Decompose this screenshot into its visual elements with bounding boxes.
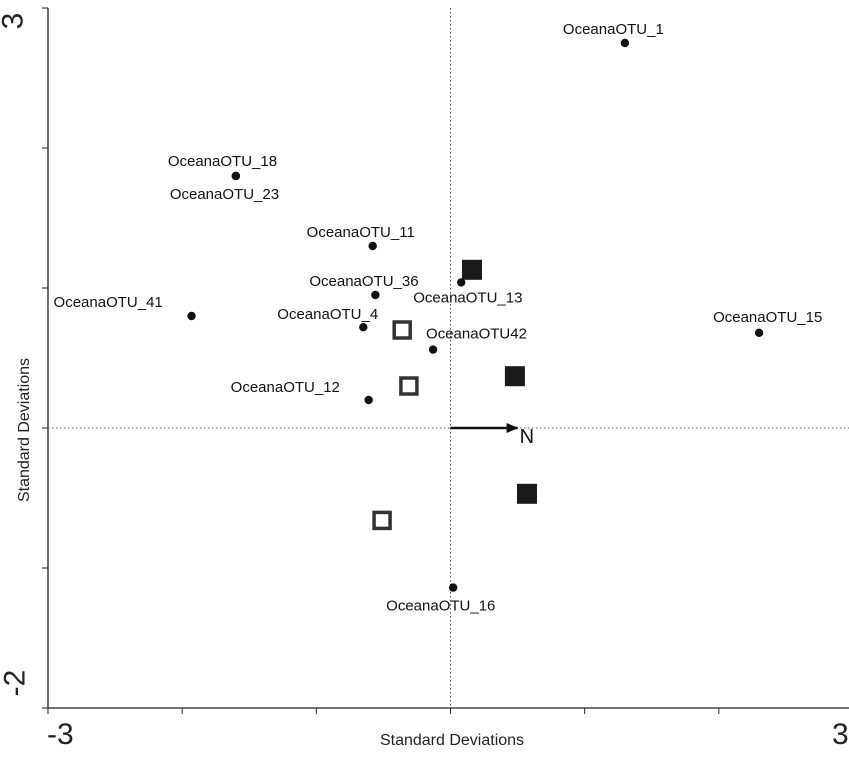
otu-point xyxy=(359,323,368,332)
otu-point-label: OceanaOTU_13 xyxy=(413,289,522,306)
filled-square-marker xyxy=(504,366,525,387)
open-square-marker xyxy=(392,320,412,340)
y-axis-min-label: -2 xyxy=(0,669,32,697)
x-axis-max-label: 3 xyxy=(832,718,849,751)
otu-point xyxy=(620,38,630,48)
y-axis-title: Standard Deviations xyxy=(16,357,33,503)
otu-point-label: OceanaOTU_23 xyxy=(170,186,279,203)
open-square-marker xyxy=(372,510,392,531)
vector-label: N xyxy=(520,426,534,448)
otu-point-label: OceanaOTU_41 xyxy=(54,294,163,311)
otu-point-label: OceanaOTU_12 xyxy=(231,379,340,396)
otu-point xyxy=(428,345,438,354)
otu-point xyxy=(368,241,377,251)
otu-point-label: OceanaOTU_4 xyxy=(277,306,378,323)
otu-point-label: OceanaOTU_18 xyxy=(168,153,277,170)
otu-point xyxy=(231,171,241,181)
otu-point-label: OceanaOTU_16 xyxy=(386,598,495,615)
x-axis-min-label: -3 xyxy=(47,718,74,751)
otu-point-label: OceanaOTU_1 xyxy=(563,21,664,38)
otu-point-label: OceanaOTU_15 xyxy=(713,309,822,326)
filled-square-marker xyxy=(516,483,537,504)
otu-point-label: OceanaOTU_11 xyxy=(307,224,415,241)
otu-point xyxy=(457,278,466,287)
filled-square-marker xyxy=(461,259,482,280)
otu-point xyxy=(364,395,373,405)
otu-point xyxy=(448,583,458,592)
y-axis-max-label: 3 xyxy=(0,13,30,30)
otu-point xyxy=(187,311,196,321)
x-axis-title: Standard Deviations xyxy=(379,732,525,749)
otu-point-label: OceanaOTU_36 xyxy=(309,273,418,290)
open-square-marker xyxy=(399,376,419,396)
otu-point xyxy=(754,328,764,337)
otu-point xyxy=(371,290,380,300)
otu-point-label: OceanaOTU42 xyxy=(426,326,527,343)
